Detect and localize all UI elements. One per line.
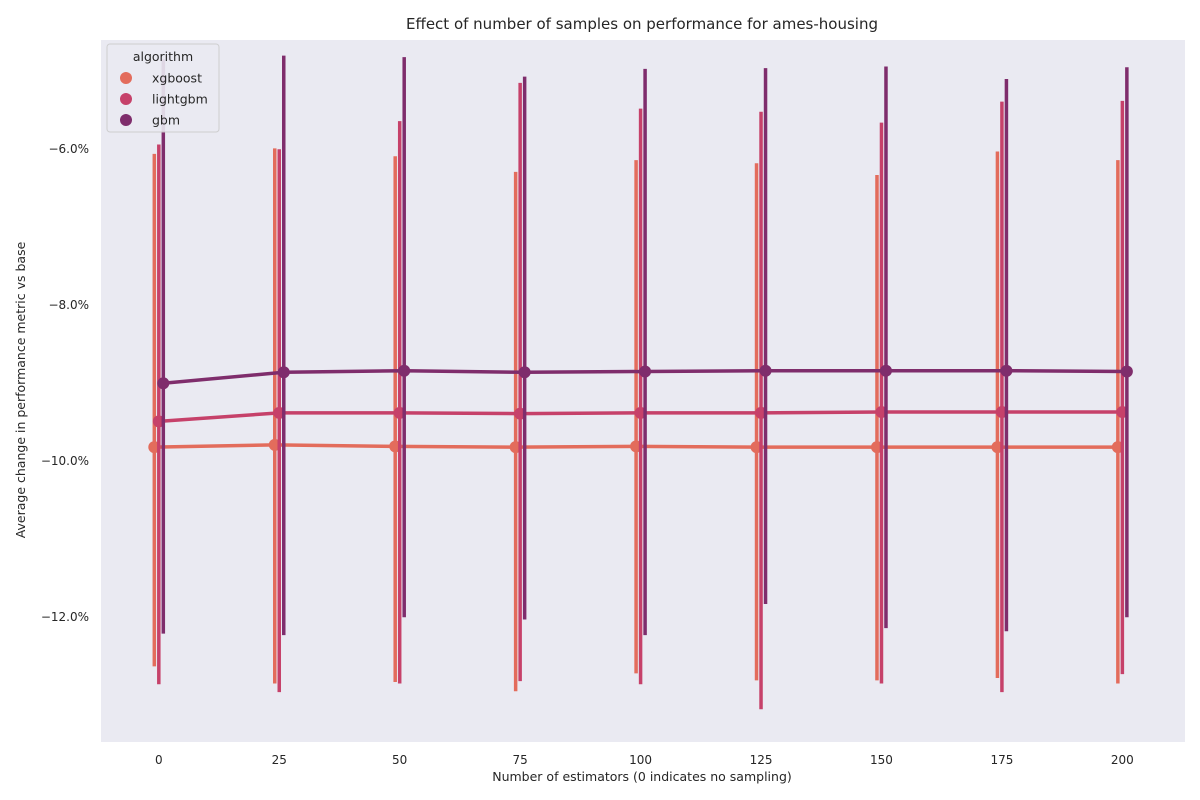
x-tick-label: 175 [990,753,1013,767]
legend-marker [120,93,132,105]
x-tick-label: 150 [870,753,893,767]
x-tick-label: 100 [629,753,652,767]
series-lightgbm [152,82,1129,710]
legend-title: algorithm [133,49,193,64]
x-axis-ticks: 0 25 50 75 100 125 150 175 200 [155,753,1134,767]
data-point [879,364,892,377]
legend-label: lightgbm [152,92,208,107]
y-tick-label: −12.0% [41,610,89,624]
data-point [157,377,170,390]
chart-title: Effect of number of samples on performan… [406,15,878,33]
y-tick-label: −8.0% [48,298,89,312]
legend-box [106,43,220,133]
x-tick-label: 75 [513,753,528,767]
y-tick-label: −10.0% [41,454,89,468]
data-point [277,366,290,379]
x-tick-label: 0 [155,753,163,767]
data-point [398,364,411,377]
legend-marker [120,114,132,126]
legend-marker [120,72,132,84]
legend-label: gbm [152,113,180,128]
series-gbm [157,55,1133,636]
x-axis-label: Number of estimators (0 indicates no sam… [492,769,792,784]
data-point [639,365,652,378]
x-tick-label: 25 [272,753,287,767]
legend: algorithm xgboost lightgbm gbm [106,43,220,133]
chart-marks [148,55,1133,710]
legend-label: xgboost [152,71,202,86]
plot-background [101,40,1185,742]
data-point [1000,364,1013,377]
data-point [518,366,531,379]
data-point [759,364,772,377]
x-tick-label: 200 [1111,753,1134,767]
data-point [1120,365,1133,378]
x-tick-label: 50 [392,753,407,767]
y-tick-label: −6.0% [48,142,89,156]
y-axis-ticks: −12.0% −10.0% −8.0% −6.0% [41,142,89,624]
x-tick-label: 125 [750,753,773,767]
y-axis-label: Average change in performance metric vs … [13,241,28,538]
